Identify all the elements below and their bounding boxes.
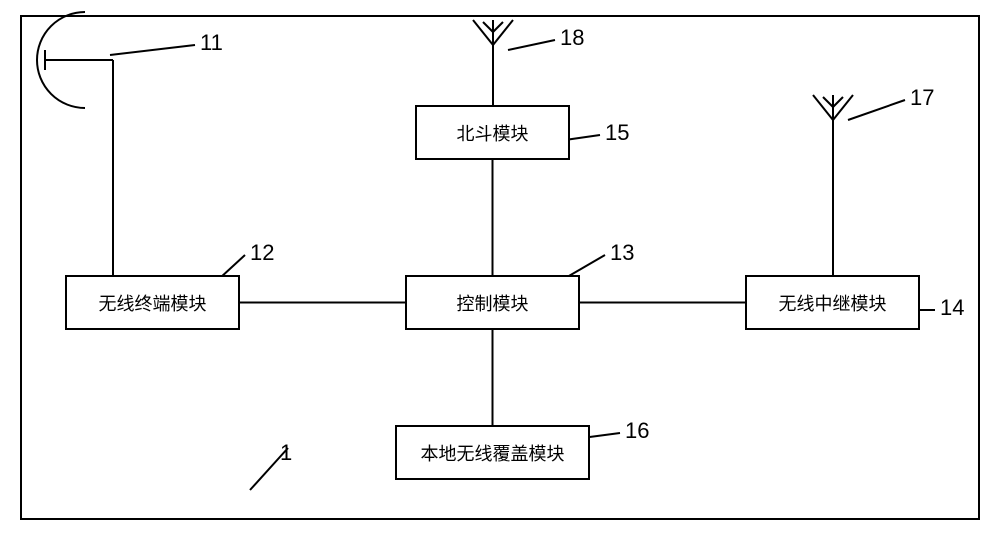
callout-11: 11 <box>200 30 223 56</box>
callout-16: 16 <box>625 418 649 444</box>
node-label: 无线终端模块 <box>99 290 207 316</box>
node-n13: 控制模块 <box>405 275 580 330</box>
node-label: 本地无线覆盖模块 <box>421 440 565 466</box>
node-n16: 本地无线覆盖模块 <box>395 425 590 480</box>
node-n14: 无线中继模块 <box>745 275 920 330</box>
callout-15: 15 <box>605 120 629 146</box>
node-n15: 北斗模块 <box>415 105 570 160</box>
node-label: 北斗模块 <box>457 120 529 146</box>
callout-14: 14 <box>940 295 964 321</box>
node-label: 控制模块 <box>457 290 529 316</box>
root-label: 1 <box>280 440 292 466</box>
callout-17: 17 <box>910 85 934 111</box>
callout-18: 18 <box>560 25 584 51</box>
callout-12: 12 <box>250 240 274 266</box>
node-label: 无线中继模块 <box>779 290 887 316</box>
node-n12: 无线终端模块 <box>65 275 240 330</box>
callout-13: 13 <box>610 240 634 266</box>
